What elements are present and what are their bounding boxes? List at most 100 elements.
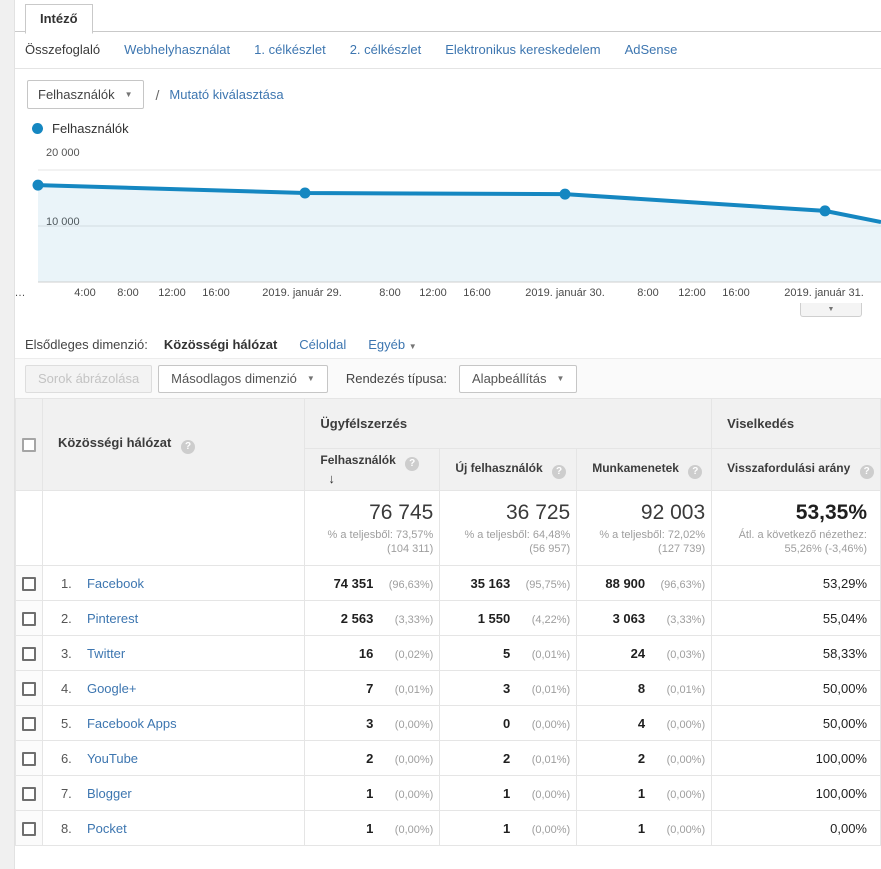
data-point-2019. január 30.[interactable]: [559, 188, 571, 200]
sessions-cell: 2 (0,00%): [576, 740, 713, 776]
row-checkbox[interactable]: [21, 786, 36, 801]
totals-users-cell: 76 745 % a teljesből: 73,57% (104 311): [304, 490, 441, 566]
users-cell: 3 (0,00%): [304, 705, 441, 741]
row-index: 6.: [60, 750, 72, 766]
row-checkbox[interactable]: [21, 646, 36, 661]
dimension-option-landing-page[interactable]: Céloldal: [299, 337, 347, 352]
metric-picker-row: Felhasználók ▼ / Mutató kiválasztása: [27, 80, 284, 109]
dimension-option-other[interactable]: Egyéb ▼: [368, 337, 416, 352]
help-icon[interactable]: ?: [552, 464, 567, 479]
secondary-dimension-button[interactable]: Másodlagos dimenzió ▼: [158, 364, 328, 393]
table-row: 6. YouTube 2 (0,00%) 2 (0,01%) 2 (0,00%) 100,00%: [15, 740, 881, 776]
users-cell: 74 351 (96,63%): [304, 565, 441, 601]
nav-item-3[interactable]: 2. célkészlet: [349, 42, 422, 57]
table-row: 1. Facebook 74 351 (96,63%) 35 163 (95,75%) 88…: [15, 565, 881, 601]
row-checkbox-cell: [15, 810, 43, 846]
nav-item-5[interactable]: AdSense: [624, 42, 678, 57]
new-users-cell: 1 (0,00%): [439, 810, 578, 846]
group-header-behavior: Viselkedés: [711, 398, 881, 449]
row-checkbox[interactable]: [21, 716, 36, 731]
social-network-link[interactable]: Facebook Apps: [86, 715, 177, 731]
chevron-down-icon: ▼: [124, 90, 133, 99]
left-gutter: [0, 0, 15, 869]
new-users-cell: 3 (0,01%): [439, 670, 578, 706]
table-row: 7. Blogger 1 (0,00%) 1 (0,00%) 1 (0,00%) 100,00%: [15, 775, 881, 811]
row-index: 8.: [60, 820, 72, 836]
data-point-2019. január 28.[interactable]: [32, 179, 44, 191]
help-icon[interactable]: ?: [688, 464, 703, 479]
x-axis-tick: 2019. január 31.: [784, 287, 864, 299]
x-axis-tick: 2019. január 29.: [262, 287, 342, 299]
social-network-link[interactable]: Pinterest: [86, 610, 139, 626]
column-header-label: Visszafordulási arány: [727, 460, 851, 475]
sessions-cell: 3 063 (3,33%): [576, 600, 713, 636]
sort-type-button[interactable]: Alapbeállítás ▼: [459, 364, 578, 393]
chevron-down-icon: ▼: [827, 306, 835, 313]
row-checkbox[interactable]: [21, 821, 36, 836]
column-header-users[interactable]: Felhasználók ? ↓: [304, 448, 441, 491]
nav-divider: [15, 68, 881, 69]
column-header-social-network[interactable]: Közösségi hálózat ?: [41, 398, 306, 491]
data-point-2019. január 31.[interactable]: [819, 205, 831, 217]
dimension-option-label: Közösségi hálózat: [163, 337, 278, 352]
column-header-new-users[interactable]: Új felhasználók ?: [439, 448, 578, 491]
row-index: 4.: [60, 680, 72, 696]
bounce-rate-cell: 0,00%: [711, 810, 881, 846]
tab-intezo[interactable]: Intéző: [25, 4, 93, 34]
users-cell: 2 563 (3,33%): [304, 600, 441, 636]
row-name-cell: 5. Facebook Apps: [41, 705, 306, 741]
totals-bounce-value: 53,35%: [795, 500, 867, 524]
social-network-link[interactable]: Pocket: [86, 820, 127, 836]
primary-dimension-label: Elsődleges dimenzió:: [25, 337, 148, 352]
chevron-down-icon: ▼: [556, 374, 565, 383]
new-users-cell: 35 163 (95,75%): [439, 565, 578, 601]
legend-label: Felhasználók: [52, 121, 129, 136]
social-network-link[interactable]: Blogger: [86, 785, 132, 801]
tab-bottom-border: [15, 31, 881, 32]
help-icon[interactable]: ?: [181, 440, 195, 454]
nav-item-2[interactable]: 1. célkészlet: [254, 42, 326, 57]
sort-descending-icon: ↓: [328, 471, 335, 486]
totals-sessions-cell: 92 003 % a teljesből: 72,02% (127 739): [576, 490, 713, 566]
chevron-down-icon: ▼: [408, 342, 417, 351]
dimension-option-social-network[interactable]: Közösségi hálózat: [163, 337, 278, 363]
select-all-checkbox[interactable]: [21, 438, 36, 453]
row-checkbox-cell: [15, 565, 43, 601]
help-icon[interactable]: ?: [405, 457, 420, 471]
row-checkbox[interactable]: [21, 576, 36, 591]
sort-type-value: Alapbeállítás: [472, 371, 547, 386]
x-axis-tick: 12:00: [678, 287, 706, 299]
row-checkbox[interactable]: [21, 751, 36, 766]
social-network-link[interactable]: YouTube: [86, 750, 139, 766]
row-checkbox[interactable]: [21, 611, 36, 626]
nav-item-1[interactable]: Webhelyhasználat: [124, 42, 231, 57]
totals-sessions-value: 92 003: [640, 500, 706, 524]
nav-item-4[interactable]: Elektronikus kereskedelem: [445, 42, 601, 57]
social-network-link[interactable]: Twitter: [86, 645, 126, 661]
users-cell: 16 (0,02%): [304, 635, 441, 671]
help-icon[interactable]: ?: [859, 464, 874, 479]
social-network-link[interactable]: Facebook: [86, 575, 145, 591]
row-index: 2.: [60, 610, 72, 626]
y-axis-tick-20000: 20 000: [46, 147, 80, 159]
column-header-bounce-rate[interactable]: Visszafordulási arány ?: [711, 448, 881, 491]
totals-new-users-cell: 36 725 % a teljesből: 64,48% (56 957): [439, 490, 578, 566]
row-name-cell: 1. Facebook: [41, 565, 306, 601]
new-users-cell: 2 (0,01%): [439, 740, 578, 776]
x-axis-tick: 2019. január 30.: [525, 287, 605, 299]
dimension-option-label: Egyéb: [368, 337, 406, 352]
metric-select-button[interactable]: Felhasználók ▼: [27, 80, 144, 109]
select-metric-link[interactable]: Mutató kiválasztása: [169, 87, 284, 102]
sessions-cell: 8 (0,01%): [576, 670, 713, 706]
collapse-chart-button[interactable]: ▼: [800, 303, 862, 317]
totals-users-caption: % a teljesből: 73,57% (104 311): [327, 528, 434, 555]
column-header-sessions[interactable]: Munkamenetek ?: [576, 448, 713, 491]
social-network-link[interactable]: Google+: [86, 680, 137, 696]
plot-rows-button[interactable]: Sorok ábrázolása: [25, 364, 153, 393]
nav-item-0[interactable]: Összefoglaló: [25, 42, 101, 57]
x-axis-tick: 8:00: [379, 287, 401, 299]
data-point-2019. január 29.[interactable]: [299, 187, 311, 199]
bounce-rate-cell: 50,00%: [711, 670, 881, 706]
row-checkbox[interactable]: [21, 681, 36, 696]
chart-area-fill: [38, 185, 881, 282]
